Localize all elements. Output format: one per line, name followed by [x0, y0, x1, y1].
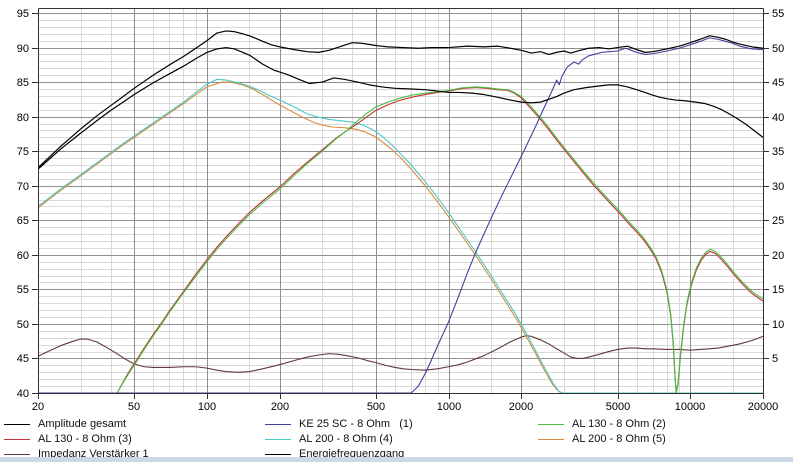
legend-item-al200-5: AL 200 - 8 Ohm (5) — [538, 432, 666, 447]
y-left-tick-label: 90 — [17, 43, 29, 55]
amplitude-gesamt-line-swatch — [4, 424, 30, 425]
x-tick-label: 100 — [198, 401, 216, 413]
curve-al200_4 — [38, 78, 763, 393]
x-tick-label: 500 — [367, 401, 385, 413]
y-left-tick-label: 50 — [17, 319, 29, 331]
y-left-tick-label: 60 — [17, 250, 29, 262]
al200-4-line-swatch — [265, 439, 291, 440]
y-right-tick-label: 40 — [772, 112, 784, 124]
y-right-tick-label: 30 — [772, 181, 784, 193]
y-right-tick-label: 45 — [772, 77, 784, 89]
frequency-response-chart: 95 90 85 80 75 70 65 60 55 50 45 40 55 50 45 40 35 30 25 20… — [17, 8, 784, 413]
y-right-tick-label: 35 — [772, 146, 784, 158]
y-right-tick-label: 15 — [772, 284, 784, 296]
y-left-tick-label: 80 — [17, 112, 29, 124]
legend-item-al130-3: AL 130 - 8 Ohm (3) — [4, 432, 149, 447]
legend-column-1: Amplitude gesamt AL 130 - 8 Ohm (3) Impe… — [4, 417, 149, 462]
al130-2-line-swatch — [538, 424, 564, 425]
legend-label: KE 25 SC - 8 Ohm (1) — [299, 418, 413, 430]
legend-item-ke25sc-1: KE 25 SC - 8 Ohm (1) — [265, 417, 413, 432]
y-right-tick-label: 55 — [772, 8, 784, 20]
legend-label: AL 130 - 8 Ohm (3) — [38, 433, 132, 445]
legend-column-3: AL 130 - 8 Ohm (2) AL 200 - 8 Ohm (5) — [538, 417, 666, 447]
legend-label: Amplitude gesamt — [38, 418, 127, 430]
curve-al130_3 — [116, 87, 763, 393]
y-left-tick-label: 70 — [17, 181, 29, 193]
legend-item-amplitude-gesamt: Amplitude gesamt — [4, 417, 149, 432]
legend-item-al200-4: AL 200 - 8 Ohm (4) — [265, 432, 413, 447]
curve-al200_5 — [38, 81, 763, 393]
x-tick-label: 2000 — [509, 401, 533, 413]
y-left-tick-label: 85 — [17, 77, 29, 89]
legend-column-2: KE 25 SC - 8 Ohm (1) AL 200 - 8 Ohm (4) … — [265, 417, 413, 462]
x-tick-label: 5000 — [606, 401, 630, 413]
window-bottom-edge — [0, 457, 793, 462]
curve-ke25sc_1 — [38, 37, 763, 393]
impedanz-line-swatch — [4, 454, 30, 455]
y-left-tick-label: 40 — [17, 388, 29, 400]
al130-3-line-swatch — [4, 439, 30, 440]
legend-label: AL 200 - 8 Ohm (4) — [299, 433, 393, 445]
y-right-tick-label: 25 — [772, 215, 784, 227]
x-tick-label: 20000 — [748, 401, 779, 413]
x-tick-label: 200 — [271, 401, 289, 413]
x-tick-label: 20 — [32, 401, 44, 413]
ke25sc-1-line-swatch — [265, 424, 291, 425]
y-right-tick-label: 50 — [772, 43, 784, 55]
energiefrequenzgang-line-swatch — [265, 454, 291, 455]
curve-amplitude_gesamt — [38, 30, 763, 169]
y-left-tick-label: 55 — [17, 284, 29, 296]
y-left-tick-label: 65 — [17, 215, 29, 227]
curve-impedanz — [38, 335, 763, 373]
x-tick-label: 50 — [128, 401, 140, 413]
x-tick-label: 1000 — [437, 401, 461, 413]
y-right-tick-label: 20 — [772, 250, 784, 262]
legend-item-al130-2: AL 130 - 8 Ohm (2) — [538, 417, 666, 432]
y-left-tick-label: 45 — [17, 353, 29, 365]
curve-al130_2 — [116, 86, 763, 393]
legend-label: AL 200 - 8 Ohm (5) — [572, 433, 666, 445]
y-right-tick-label: 10 — [772, 319, 784, 331]
al200-5-line-swatch — [538, 439, 564, 440]
curve-energiefrequenzgang — [38, 46, 763, 170]
legend-label: AL 130 - 8 Ohm (2) — [572, 418, 666, 430]
y-left-tick-label: 75 — [17, 146, 29, 158]
y-left-tick-label: 95 — [17, 8, 29, 20]
y-right-tick-label: 5 — [772, 353, 778, 365]
x-tick-label: 10000 — [675, 401, 706, 413]
